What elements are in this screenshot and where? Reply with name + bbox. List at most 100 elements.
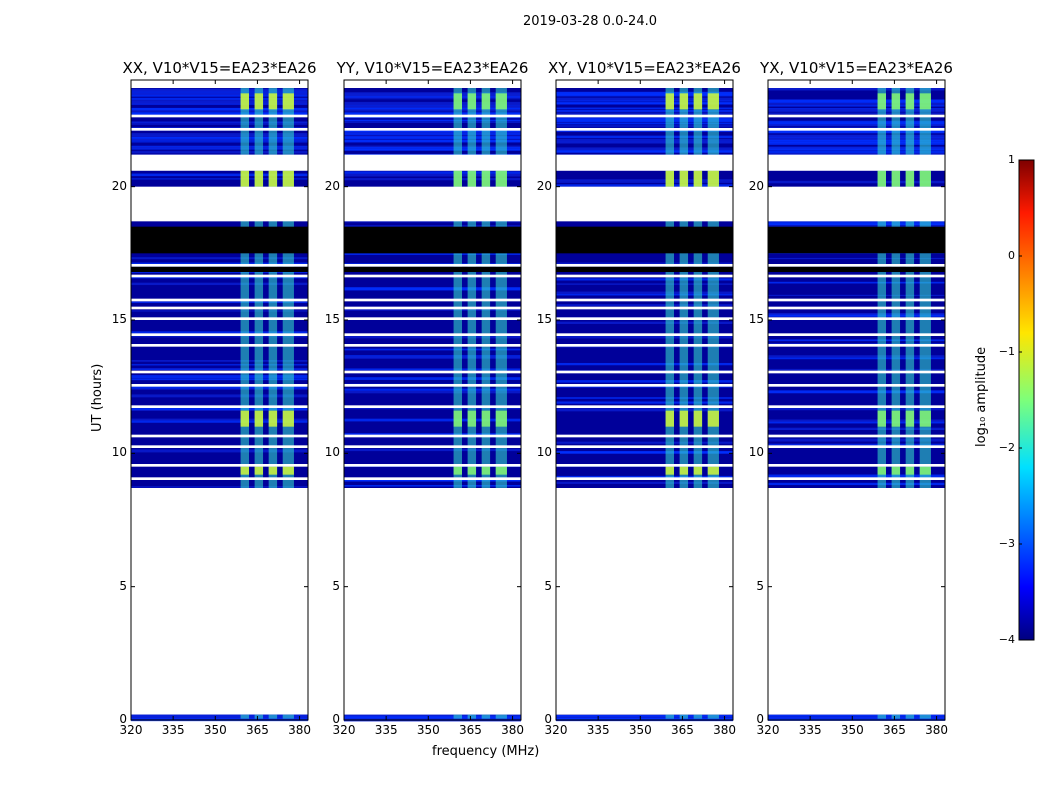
blank-gap [344,384,521,387]
noise-streak [556,481,733,484]
noise-streak [556,401,733,404]
noise-streak [131,486,308,488]
rfi-bright [665,170,674,187]
noise-streak [768,130,945,134]
noise-streak [131,418,308,421]
noise-streak [344,171,521,174]
noise-streak [768,221,945,225]
x-tick-label: 350 [203,723,227,737]
masked-row [131,266,308,272]
noise-streak [131,107,308,111]
rfi-channel [665,88,674,155]
masked-row [556,226,733,254]
blank-gap [556,344,733,347]
noise-streak [768,225,945,228]
masked-row [344,266,521,272]
rfi-bright [877,170,886,187]
x-tick-label: 335 [161,723,185,737]
rfi-channel [707,170,719,488]
y-tick-label: 5 [119,578,127,593]
x-tick-label: 380 [501,723,525,737]
rfi-bright [891,93,901,110]
rfi-channel [891,88,901,155]
masked-row [344,226,521,254]
rfi-channel [467,88,477,155]
rfi-channel [891,170,901,488]
noise-streak [556,716,733,718]
blank-gap [768,445,945,448]
blank-gap [131,434,308,438]
rfi-bright [240,410,249,427]
blank-gap [344,344,521,347]
panel-title: YY, V10*V15=EA23*EA26 [336,59,529,77]
blank-gap [344,317,521,320]
rfi-bright [707,93,719,110]
x-tick-label: 350 [416,723,440,737]
noise-streak [768,257,945,260]
blank-gap [768,464,945,467]
rfi-channel [877,88,886,155]
rfi-channel [919,170,931,488]
noise-streak [344,98,521,100]
rfi-bright [891,410,901,427]
noise-streak [768,474,945,478]
colorbar-tick-label: 0 [1008,249,1015,262]
y-tick-label: 20 [111,178,127,193]
noise-streak [344,388,521,391]
noise-streak [556,110,733,112]
noise-streak [344,112,521,115]
noise-streak [131,97,308,100]
rfi-channel [240,88,249,155]
blank-gap [556,128,733,131]
rfi-channel [665,714,674,719]
rfi-channel [707,714,719,719]
x-axis-label: frequency (MHz) [432,744,540,759]
noise-streak [556,102,733,105]
noise-streak [131,133,308,136]
noise-streak [556,184,733,187]
noise-streak [768,150,945,154]
noise-streak [344,348,521,351]
blank-gap [131,154,308,171]
noise-streak [768,427,945,430]
blank-gap [556,274,733,278]
panel-title: XY, V10*V15=EA23*EA26 [548,59,741,77]
panel-title: XX, V10*V15=EA23*EA26 [122,59,317,77]
noise-streak [556,118,733,122]
x-tick-label: 335 [798,723,822,737]
noise-streak [344,93,521,97]
rfi-channel [282,714,294,719]
rfi-channel [481,714,491,719]
blank-gap [556,445,733,448]
noise-streak [344,178,521,181]
rfi-bright [905,410,915,427]
rfi-channel [665,170,674,488]
noise-streak [344,485,521,487]
noise-streak [556,147,733,150]
y-tick-label: 20 [324,178,340,193]
blank-gap [131,264,308,267]
rfi-channel [268,714,278,719]
noise-streak [344,418,521,422]
colorbar-label: log₁₀ amplitude [974,346,989,447]
blank-gap [556,317,733,320]
noise-streak [344,173,521,177]
blank-gap [344,370,521,374]
rfi-channel [905,714,915,719]
noise-streak [131,407,308,411]
noise-streak [768,313,945,316]
rfi-bright [665,93,674,110]
rfi-bright [453,93,462,110]
noise-streak [344,308,521,311]
noise-streak [344,103,521,106]
blank-gap [344,186,521,222]
blank-gap [768,306,945,310]
noise-streak [344,368,521,371]
x-tick-label: 350 [840,723,864,737]
noise-streak [344,104,521,106]
y-tick-label: 5 [332,578,340,593]
y-tick-label: 5 [544,578,552,593]
noise-streak [768,141,945,145]
rfi-bright [254,466,264,475]
blank-gap [768,128,945,131]
